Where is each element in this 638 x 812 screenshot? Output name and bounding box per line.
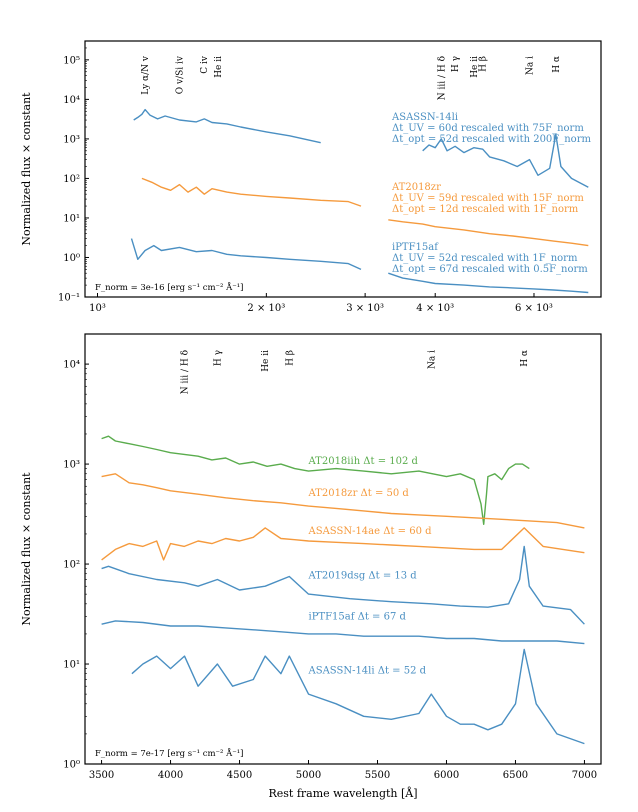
bottom-panel: Normalized flux × constant Rest frame wa… [20,333,602,800]
series-label: AT2018iih Δt = 102 d [308,456,419,467]
y-tick-label: 10¹ [63,213,80,224]
bottom-axes-frame [84,333,602,765]
series-label: AT2018zr Δt = 50 d [308,488,410,499]
spectral-line-label: Ly α/N v [141,55,151,95]
spectral-line-label: H γ [451,56,461,72]
series-line-at2018zr [388,219,589,247]
y-tick-label: 10¹ [63,660,80,671]
x-tick-label: 4 × 10³ [416,303,454,314]
y-tick-label: 10⁴ [63,95,80,106]
series-label: Δt_UV = 60d rescaled with 75F_norm [392,123,584,134]
series-label: Δt_opt = 12d rescaled with 1F_norm [392,204,579,215]
spectral-line-label: H β [285,350,295,366]
series-label: Δt_opt = 52d rescaled with 200F_norm [392,134,591,145]
series-label: iPTF15af Δt = 67 d [309,611,407,622]
x-tick-label: 7000 [572,770,597,781]
top-panel: Normalized flux × constant F_norm = 3e-1… [20,40,602,314]
series-line-asassn-14li [133,108,321,144]
series-line-asassn-14li [131,648,585,745]
x-tick-label: 6 × 10³ [515,303,553,314]
series-line-at2018zr [141,177,362,207]
x-tick-label: 4500 [227,770,252,781]
series-label: ASASSN-14ae Δt = 60 d [308,526,433,537]
series-line-at2018zr [101,473,585,529]
spectral-line-label: H α [552,56,562,73]
top-ylabel: Normalized flux × constant [20,92,33,246]
spectral-line-label: He ii [214,56,224,78]
series-line-iptf15af [388,272,589,294]
bottom-fnorm-annotation: F_norm = 7e-17 [erg s⁻¹ cm⁻² Å⁻¹] [95,747,244,759]
series-line-asassn-14ae [101,527,585,561]
y-tick-label: 10⁻¹ [58,293,80,304]
top-axes-frame [84,40,602,298]
x-tick-label: 3 × 10³ [346,303,384,314]
y-tick-label: 10³ [63,460,80,471]
x-tick-label: 6500 [503,770,528,781]
spectral-line-label: C iv [200,55,210,74]
y-tick-label: 10² [63,174,80,185]
series-label: Δt_UV = 59d rescaled with 15F_norm [392,193,584,204]
series-line-iptf15af [101,620,585,645]
y-tick-label: 10⁰ [63,760,80,771]
y-tick-label: 10³ [63,134,80,145]
series-line-iptf15af [130,238,362,271]
series-line-at2018iih [101,435,530,525]
spectral-line-label: H β [479,56,489,72]
series-line-asassn-14li [422,133,589,188]
x-tick-label: 2 × 10³ [247,303,285,314]
series-label: AT2019dsg Δt = 13 d [308,570,418,581]
series-label: iPTF15af [392,242,439,253]
spectral-line-label: N iii / H δ [437,56,447,100]
spectral-line-label: O v/Si iv [175,55,185,94]
x-tick-label: 5500 [365,770,390,781]
bottom-ylabel: Normalized flux × constant [20,472,33,626]
x-tick-label: 3500 [89,770,114,781]
y-tick-label: 10² [63,560,80,571]
x-tick-label: 10³ [89,303,106,314]
top-fnorm-annotation: F_norm = 3e-16 [erg s⁻¹ cm⁻² Å⁻¹] [95,281,244,293]
spectral-line-label: Na i [525,56,535,75]
series-label: ASASSN-14li [391,112,458,123]
bottom-xlabel: Rest frame wavelength [Å] [268,786,417,800]
spectral-line-label: He ii [261,350,271,372]
spectral-line-label: Na i [427,350,437,369]
spectral-line-label: H α [520,350,530,367]
x-tick-label: 4000 [158,770,183,781]
x-tick-label: 5000 [296,770,321,781]
x-tick-label: 6000 [434,770,459,781]
y-tick-label: 10⁴ [63,360,80,371]
spectral-line-label: H γ [213,350,223,366]
spectral-line-label: N iii / H δ [180,350,190,394]
series-label: Δt_opt = 67d rescaled with 0.5F_norm [392,264,588,275]
y-tick-label: 10⁵ [63,55,80,66]
series-label: AT2018zr [391,182,441,193]
series-label: Δt_UV = 52d rescaled with 1F_norm [392,253,578,264]
spectral-line-label: He ii [470,56,480,78]
series-line-at2019dsg [101,545,585,625]
y-tick-label: 10⁰ [63,253,80,264]
series-label: ASASSN-14li Δt = 52 d [308,666,427,677]
